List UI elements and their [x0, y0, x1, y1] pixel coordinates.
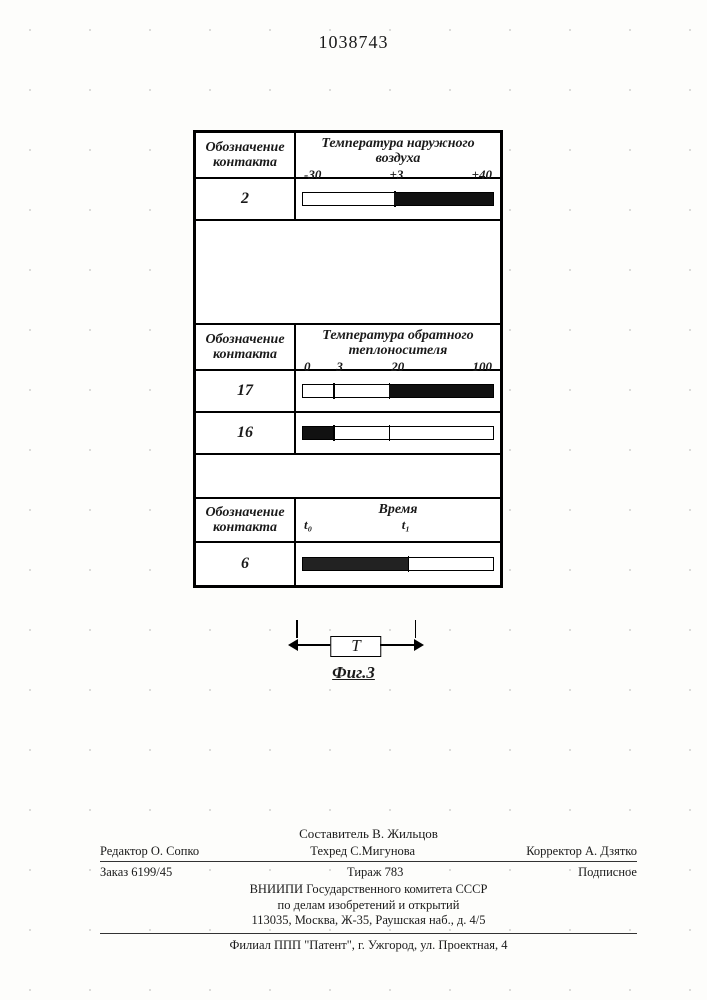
- s3-header-cell: Время t₀ t₁: [296, 499, 500, 541]
- order-number: Заказ 6199/45: [100, 865, 172, 880]
- section2-header-row: Обозначение контакта Температура обратно…: [196, 325, 500, 371]
- org-address: 113035, Москва, Ж-35, Раушская наб., д. …: [100, 913, 637, 929]
- s1-row-2-bar: [302, 192, 494, 206]
- tau-vline-left: [296, 620, 298, 638]
- s3-header: Время: [302, 502, 494, 517]
- figure-label: Фиг.3: [332, 663, 375, 683]
- compiler-credit: Составитель В. Жильцов: [100, 826, 637, 842]
- org-line1: ВНИИПИ Государственного комитета СССР: [100, 882, 637, 898]
- s1-row-2-label: 2: [196, 179, 296, 219]
- tick: [408, 556, 410, 572]
- circulation: Тираж 783: [347, 865, 403, 880]
- footer: Составитель В. Жильцов Редактор О. Сопко…: [100, 826, 637, 953]
- s2-row-17-bar: [302, 384, 494, 398]
- s2-row-17-bar-cell: [296, 371, 500, 411]
- s1-header-cell: Температура наружного воздуха -30 +3 +40: [296, 133, 500, 177]
- tau-dimension: T: [296, 634, 416, 658]
- s3-scale: t₀ t₁: [302, 517, 494, 533]
- s3-scale-0: t₀: [304, 517, 323, 533]
- tick: [333, 383, 335, 399]
- publication-row: Заказ 6199/45 Тираж 783 Подписное: [100, 865, 637, 880]
- tau-vline-right: [415, 620, 417, 638]
- section1-header-row: Обозначение контакта Температура наружно…: [196, 133, 500, 179]
- s1-row-2-bar-cell: [296, 179, 500, 219]
- s3-row-6-bar: [302, 557, 494, 571]
- s3-row-6: 6: [196, 543, 500, 585]
- s3-scale-2: t₁: [402, 517, 410, 533]
- bar-filled: [389, 385, 494, 397]
- tick: [333, 425, 335, 441]
- s2-header-cell: Температура обратного теплоносителя 0 3 …: [296, 325, 500, 369]
- gap-1: [196, 221, 500, 325]
- subscription: Подписное: [578, 865, 637, 880]
- s2-row-17-label: 17: [196, 371, 296, 411]
- s3-row-6-label: 6: [196, 543, 296, 585]
- s2-row-17: 17: [196, 371, 500, 413]
- bar-filled: [303, 558, 408, 570]
- s3-scale-1: [323, 517, 402, 533]
- bar-filled: [303, 427, 333, 439]
- gap-2: [196, 455, 500, 499]
- tau-symbol: T: [330, 636, 381, 657]
- diagram-table: Обозначение контакта Температура наружно…: [193, 130, 503, 588]
- s3-row-6-bar-cell: [296, 543, 500, 585]
- branch-address: Филиал ППП "Патент", г. Ужгород, ул. Про…: [100, 938, 637, 953]
- s2-row-16: 16: [196, 413, 500, 455]
- s3-contact-label: Обозначение контакта: [196, 499, 296, 541]
- s1-row-2: 2: [196, 179, 500, 221]
- arrow-right-icon: [414, 639, 424, 651]
- editor-credit: Редактор О. Сопко: [100, 844, 199, 859]
- bar-filled: [394, 193, 493, 205]
- tau-line: T: [296, 634, 416, 658]
- techred-credit: Техред С.Мигунова: [310, 844, 415, 859]
- s2-header: Температура обратного теплоносителя: [302, 328, 494, 359]
- arrow-left-icon: [288, 639, 298, 651]
- organization: ВНИИПИ Государственного комитета СССР по…: [100, 882, 637, 934]
- tick: [389, 425, 391, 441]
- s1-contact-label: Обозначение контакта: [196, 133, 296, 177]
- credits-row: Редактор О. Сопко Техред С.Мигунова Корр…: [100, 844, 637, 862]
- section3-header-row: Обозначение контакта Время t₀ t₁: [196, 499, 500, 543]
- s2-row-16-bar-cell: [296, 413, 500, 453]
- org-line2: по делам изобретений и открытий: [100, 898, 637, 914]
- s2-row-16-bar: [302, 426, 494, 440]
- s1-header: Температура наружного воздуха: [302, 136, 494, 167]
- corrector-credit: Корректор А. Дзятко: [526, 844, 637, 859]
- page-number: 1038743: [319, 32, 389, 53]
- s2-contact-label: Обозначение контакта: [196, 325, 296, 369]
- s2-row-16-label: 16: [196, 413, 296, 453]
